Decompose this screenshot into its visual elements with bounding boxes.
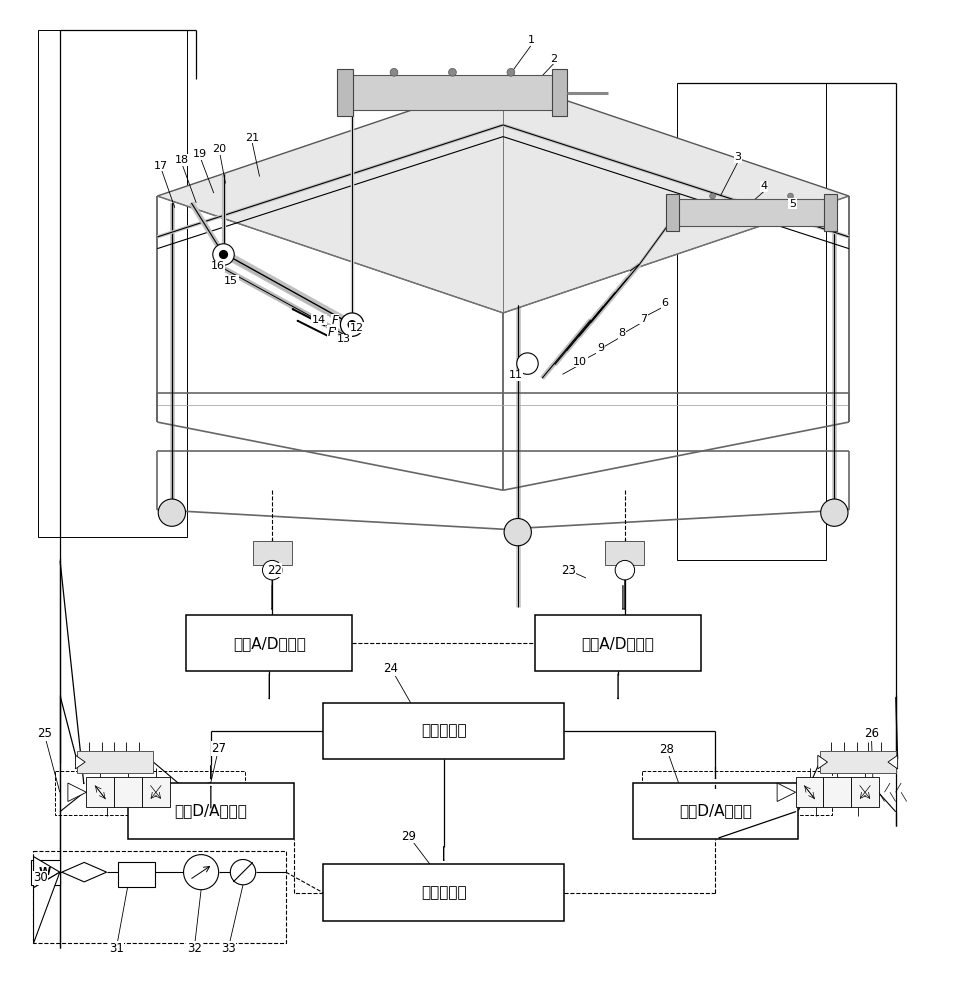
Bar <box>114 777 142 807</box>
Text: 22: 22 <box>267 564 281 577</box>
Text: 16: 16 <box>211 261 225 271</box>
Circle shape <box>348 321 356 329</box>
Circle shape <box>821 499 848 526</box>
Text: 17: 17 <box>154 161 168 171</box>
Polygon shape <box>75 755 85 769</box>
Bar <box>77 751 153 773</box>
Bar <box>86 777 114 807</box>
Bar <box>643 771 832 815</box>
Circle shape <box>263 560 282 580</box>
Circle shape <box>616 560 635 580</box>
Bar <box>666 194 679 231</box>
Circle shape <box>390 68 398 76</box>
Text: 28: 28 <box>659 743 674 756</box>
Text: 26: 26 <box>864 727 879 740</box>
Text: 29: 29 <box>402 830 416 843</box>
Text: 12: 12 <box>350 323 364 333</box>
Text: 30: 30 <box>33 871 48 884</box>
Bar <box>535 615 701 671</box>
Text: 3: 3 <box>735 152 742 162</box>
Bar <box>825 194 836 231</box>
Text: 27: 27 <box>211 742 226 755</box>
Text: F: F <box>331 314 338 327</box>
Bar <box>322 703 565 759</box>
Text: 31: 31 <box>108 942 124 955</box>
Text: 20: 20 <box>213 144 227 154</box>
Text: F': F' <box>327 326 338 339</box>
Text: 10: 10 <box>573 357 587 367</box>
Text: 11: 11 <box>509 370 523 380</box>
Circle shape <box>504 519 531 546</box>
Bar <box>824 777 851 807</box>
Bar <box>128 783 294 839</box>
Polygon shape <box>157 79 849 313</box>
Polygon shape <box>33 872 60 943</box>
Circle shape <box>517 353 538 374</box>
Text: 工控计算机: 工控计算机 <box>421 885 466 900</box>
Text: 第一A/D转换卡: 第一A/D转换卡 <box>233 636 306 651</box>
Circle shape <box>448 68 456 76</box>
Bar <box>606 541 645 565</box>
Polygon shape <box>777 783 795 802</box>
Bar <box>38 30 188 537</box>
Bar <box>676 199 828 226</box>
Bar <box>820 751 896 773</box>
Text: 24: 24 <box>384 662 399 675</box>
Circle shape <box>507 68 515 76</box>
Polygon shape <box>888 755 898 769</box>
Bar <box>55 771 245 815</box>
Bar <box>322 864 565 921</box>
Text: 19: 19 <box>193 149 207 159</box>
Text: 25: 25 <box>37 727 52 740</box>
Text: 33: 33 <box>221 942 235 955</box>
Circle shape <box>787 193 793 199</box>
Text: 23: 23 <box>561 564 575 577</box>
Text: 21: 21 <box>244 133 259 143</box>
Polygon shape <box>33 857 60 888</box>
Circle shape <box>184 855 219 890</box>
Text: 6: 6 <box>661 298 668 308</box>
Bar <box>676 83 826 560</box>
Text: 4: 4 <box>761 181 768 191</box>
Bar <box>552 69 568 116</box>
Text: 5: 5 <box>789 199 796 209</box>
Circle shape <box>158 499 186 526</box>
Text: 9: 9 <box>597 343 604 353</box>
Bar <box>187 615 352 671</box>
Text: 数据采集卡: 数据采集卡 <box>421 723 466 738</box>
Circle shape <box>231 859 256 885</box>
Text: 7: 7 <box>640 314 647 324</box>
Text: 第一D/A转换卡: 第一D/A转换卡 <box>175 803 247 818</box>
Circle shape <box>213 244 234 265</box>
Circle shape <box>709 193 715 199</box>
Bar <box>30 860 60 885</box>
Bar <box>337 69 353 116</box>
Bar <box>633 783 798 839</box>
Text: 2: 2 <box>550 54 557 64</box>
Text: 第二D/A转换卡: 第二D/A转换卡 <box>679 803 752 818</box>
Bar <box>851 777 879 807</box>
Text: 13: 13 <box>337 334 352 344</box>
Circle shape <box>340 313 363 336</box>
Text: 14: 14 <box>312 315 326 325</box>
Text: 第二A/D转换卡: 第二A/D转换卡 <box>581 636 655 651</box>
Text: 15: 15 <box>225 276 238 286</box>
Bar <box>118 862 155 887</box>
Polygon shape <box>818 755 828 769</box>
Bar <box>32 851 286 943</box>
Text: 1: 1 <box>528 35 534 45</box>
Polygon shape <box>62 862 106 882</box>
Text: 18: 18 <box>175 155 189 165</box>
Bar <box>142 777 170 807</box>
Polygon shape <box>67 783 86 802</box>
Bar <box>795 777 824 807</box>
Circle shape <box>220 251 228 258</box>
Text: 32: 32 <box>187 942 201 955</box>
Text: 8: 8 <box>618 328 625 338</box>
Bar <box>253 541 292 565</box>
Text: W: W <box>39 867 52 877</box>
Bar <box>350 75 555 110</box>
